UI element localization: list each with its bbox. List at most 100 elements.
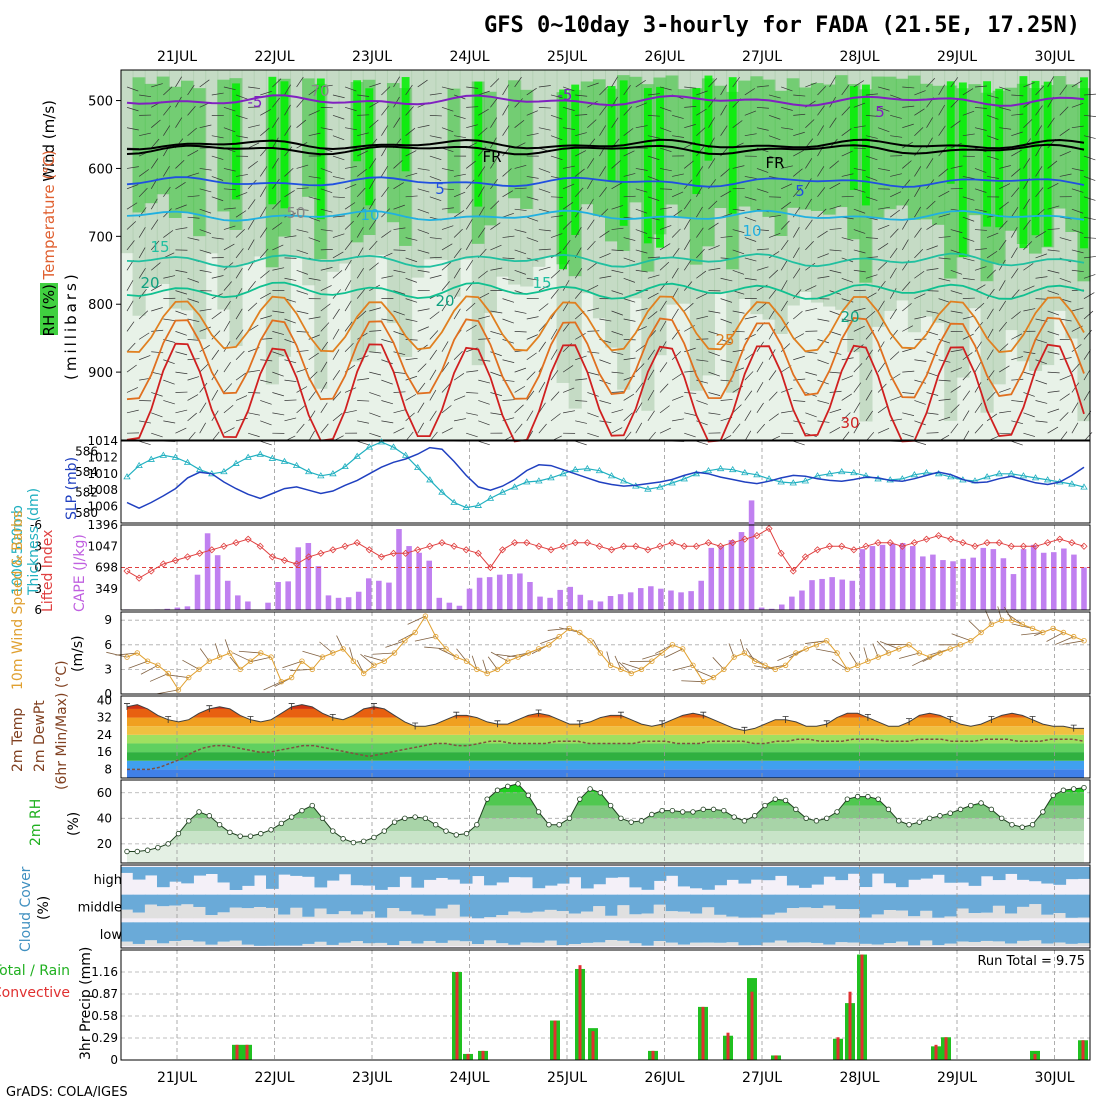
wind-barb [793,355,805,361]
cloud-cell [290,867,303,876]
li-point [729,539,737,547]
date-label-bottom: 28JUL [840,1070,880,1086]
thickness-point [462,503,470,511]
contour-label: 10 [742,222,761,240]
ytick-label: 580 [75,506,98,520]
cloud-gap [580,911,594,919]
wind-barb [829,310,842,316]
cloud-cell [241,867,255,886]
rh2m-ylabels: 2m RH (%) [28,799,82,846]
wind-barb [623,318,636,322]
cloud-cell [968,867,982,886]
wind-barb [320,303,331,312]
date-label-bottom: 27JUL [742,1070,782,1086]
rh2m-point [453,832,459,838]
wind-barb [175,409,188,414]
cloud-gap [508,944,522,946]
wind-barb [429,237,442,240]
wind-barb [199,326,211,332]
wind-barb [199,168,212,171]
rh-shade [495,70,510,277]
wind-barb [599,187,607,198]
cape-bar [406,546,412,610]
cape-bar [295,547,302,610]
wind-barb [986,328,994,340]
wind-barb [817,187,826,198]
rh-shade [205,70,219,254]
rh2m-point [278,820,285,827]
wind-barb [502,146,511,157]
wind-barb [260,440,272,446]
wind-barb [853,269,866,273]
wind-barb [332,413,343,422]
wind10-barb [1021,632,1043,636]
ytick-label: 0.58 [91,1009,118,1023]
wind-barb [744,430,752,442]
precip-conv-bar [455,972,459,1060]
wind-barb [1023,351,1036,354]
cape-bar [990,549,997,610]
wind-barb [938,416,951,422]
wind10-point [258,650,264,656]
wind10-point [762,662,768,668]
wind-barb [550,370,559,381]
precip-conv-bar [245,1044,249,1060]
wind-barb [1071,102,1084,108]
wind-barb [138,247,146,259]
cloud-cell [459,894,473,917]
cloud-cell [1041,894,1055,915]
wind10-point [309,666,315,673]
ytick-label: 1396 [87,518,118,532]
wind-barb [490,97,498,108]
cloud-cell [217,867,231,883]
cloud-cell [350,922,364,942]
wind10-point [813,642,820,648]
wind-barb [550,413,561,422]
wind10-point [206,658,213,664]
li-point [511,539,519,547]
wind-barb [1035,339,1048,344]
cloud-gap [375,942,388,946]
li-point [196,549,204,557]
temp-contour [126,209,1085,222]
cloud-gap [399,940,412,946]
wind-barb [756,361,764,373]
wind-barb [647,410,655,422]
wind-barb [671,308,679,320]
thickness-point [1043,476,1052,483]
cloud-gap [629,914,643,919]
cloud-cell [617,894,631,906]
li-point [232,539,240,547]
cape-bar [869,546,876,610]
wind-barb [938,236,951,238]
wind-barb [465,302,476,312]
wind-barb [235,174,248,177]
wind-barb [647,292,659,299]
wind-barb [405,277,418,283]
rh2m-point [371,834,377,841]
wind-barb [781,107,793,111]
cloud-cell [738,894,752,918]
rh-ylabel: RH (%) [40,284,58,336]
cloud-gap [714,942,727,946]
precip-panel: 00.290.580.871.16 [91,949,1091,1067]
cape-bar [416,552,422,610]
cloud-gap [205,915,219,919]
wind-barb [1023,158,1031,169]
ytick-label: -3 [30,539,42,553]
wind-barb [538,341,546,352]
li-point [341,542,349,550]
wind10-barb [655,644,673,654]
wind-barb [974,188,987,193]
wind-barb [1011,94,1024,97]
contour-label: 20 [435,292,454,310]
cloud-cell [484,922,497,941]
wind-barb [405,127,416,136]
wind10-barb [157,689,179,695]
rh-shade-green [386,83,401,223]
rh-shade-bright [704,75,713,161]
wind10-barb [496,654,519,658]
precip-units: 3hr Precip (mm) [78,947,94,1060]
wind10-barb [397,632,416,642]
dewpt2m-ylabel: 2m DewPt [32,700,48,772]
